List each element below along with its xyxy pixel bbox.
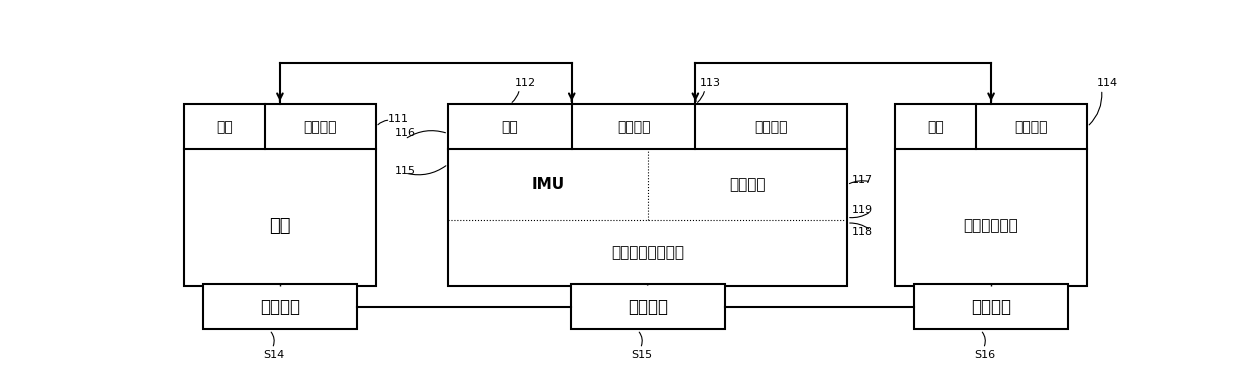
Bar — [184, 104, 376, 285]
Text: 数据采集: 数据采集 — [260, 298, 300, 316]
Text: 数据融合计算单元: 数据融合计算单元 — [611, 245, 684, 260]
Bar — [203, 284, 357, 329]
Text: 相机: 相机 — [269, 217, 290, 235]
Text: 电源: 电源 — [216, 120, 233, 134]
Text: 网络接口: 网络接口 — [754, 120, 787, 134]
Text: 116: 116 — [396, 128, 417, 138]
Text: S16: S16 — [975, 350, 996, 360]
Text: 117: 117 — [852, 176, 873, 185]
Text: S15: S15 — [631, 350, 652, 360]
Text: 机器人控制柜: 机器人控制柜 — [963, 218, 1018, 233]
Text: 电源: 电源 — [501, 120, 518, 134]
Text: 118: 118 — [852, 227, 873, 237]
Text: 光学信标: 光学信标 — [729, 177, 765, 192]
Text: 电源: 电源 — [928, 120, 944, 134]
Text: 网络接口: 网络接口 — [616, 120, 650, 134]
Text: IMU: IMU — [531, 177, 564, 192]
Text: 112: 112 — [515, 78, 536, 88]
Text: S14: S14 — [264, 350, 285, 360]
Text: 数据处理: 数据处理 — [627, 298, 668, 316]
Bar — [914, 284, 1068, 329]
Text: 114: 114 — [1096, 78, 1118, 88]
Text: 数据执行: 数据执行 — [971, 298, 1011, 316]
Text: 网络接口: 网络接口 — [304, 120, 337, 134]
Bar — [448, 104, 847, 285]
Bar — [895, 104, 1087, 285]
Text: 网络接口: 网络接口 — [1014, 120, 1048, 134]
Text: 115: 115 — [396, 166, 417, 176]
Text: 113: 113 — [701, 78, 722, 88]
Bar — [572, 284, 725, 329]
Text: 111: 111 — [388, 114, 408, 124]
Text: 119: 119 — [852, 205, 873, 215]
